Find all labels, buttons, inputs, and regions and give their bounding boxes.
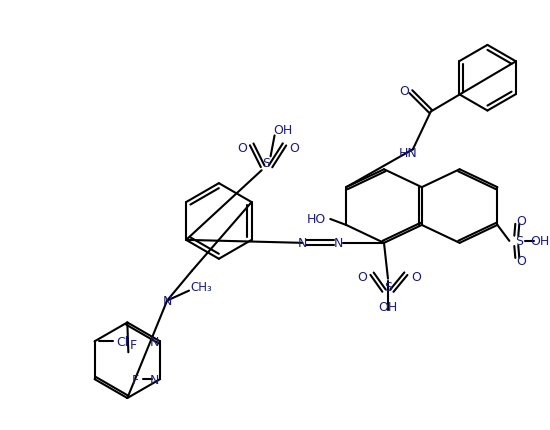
Text: S: S (384, 280, 392, 293)
Text: O: O (357, 270, 367, 283)
Text: F: F (131, 373, 139, 386)
Text: HO: HO (307, 213, 326, 226)
Text: Cl: Cl (117, 335, 129, 348)
Text: OH: OH (378, 300, 398, 313)
Text: N: N (162, 295, 172, 307)
Text: O: O (237, 141, 246, 154)
Text: S: S (262, 157, 271, 169)
Text: N: N (150, 373, 159, 386)
Text: F: F (130, 338, 137, 351)
Text: O: O (516, 215, 526, 228)
Text: N: N (333, 237, 343, 250)
Text: CH₃: CH₃ (190, 280, 212, 293)
Text: O: O (411, 270, 421, 283)
Text: OH: OH (531, 235, 550, 248)
Text: HN: HN (399, 147, 417, 160)
Text: O: O (516, 255, 526, 267)
Text: O: O (289, 141, 299, 154)
Text: OH: OH (273, 124, 292, 137)
Text: N: N (150, 335, 159, 348)
Text: S: S (515, 235, 523, 248)
Text: N: N (298, 237, 307, 250)
Text: O: O (399, 85, 409, 98)
